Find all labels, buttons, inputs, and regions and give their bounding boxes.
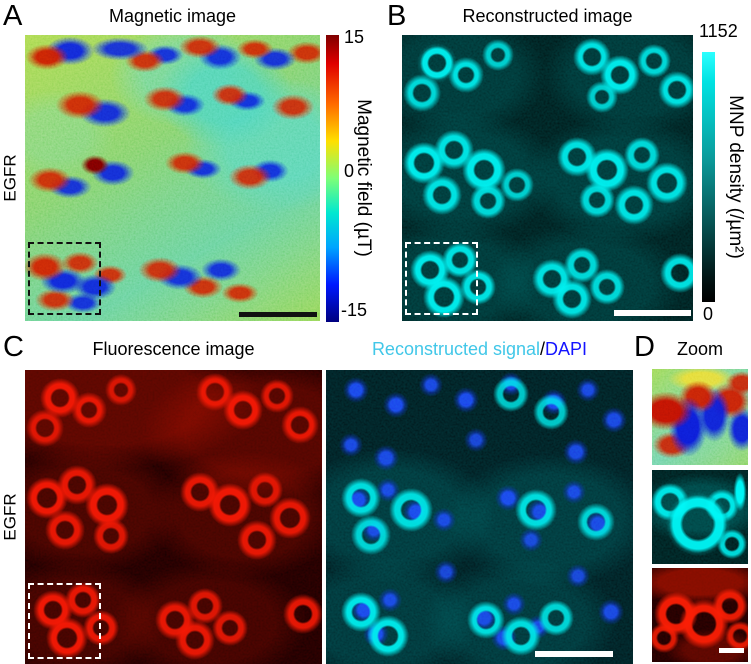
magnetic-colorbar-mid: 0 — [344, 161, 355, 181]
magnetic-colorbar-min: -15 — [341, 300, 368, 320]
panel-b-label: B — [387, 0, 407, 32]
magnetic-roi-box — [28, 242, 101, 315]
zoom-scale-bar — [719, 648, 744, 653]
mnp-colorbar — [702, 52, 715, 302]
mnp-colorbar-min: 0 — [703, 304, 714, 324]
panel-a-label: A — [3, 0, 23, 32]
panel-c-label: C — [3, 331, 24, 363]
reconstructed-roi-box — [405, 242, 478, 315]
zoom-magnetic-image — [652, 369, 748, 465]
magnetic-scale-bar — [239, 312, 317, 317]
noise-texture — [652, 369, 748, 465]
panel-d-title: Zoom — [676, 339, 723, 359]
reconstructed-dapi-overlay-image — [326, 370, 633, 664]
panel-c-left-title: Fluorescence image — [92, 339, 255, 359]
noise-texture — [326, 370, 633, 664]
magnetic-colorbar-max: 15 — [344, 27, 365, 47]
reconstructed-image — [402, 35, 693, 321]
magnetic-image — [25, 35, 320, 321]
fluorescence-image — [25, 370, 322, 664]
panel-c-right-title: Reconstructed signal/DAPI — [326, 337, 633, 361]
panel-c-row-label: EGFR — [0, 493, 20, 541]
reconstructed-signal-title-part: Reconstructed signal — [371, 339, 541, 359]
panel-a-title: Magnetic image — [108, 6, 237, 26]
reconstructed-scale-bar — [614, 310, 691, 316]
zoom-fluorescence-image — [652, 568, 748, 662]
magnetic-colorbar-axis-label: Magnetic field (µT) — [353, 99, 374, 257]
magnetic-colorbar — [326, 35, 339, 322]
overlay-scale-bar — [535, 651, 613, 657]
mnp-colorbar-axis-label: MNP density (/µm²) — [725, 95, 746, 259]
zoom-reconstructed-image — [652, 470, 748, 564]
panel-d-label: D — [634, 331, 655, 363]
noise-texture — [652, 470, 748, 564]
dapi-title-part: DAPI — [545, 339, 588, 359]
title-separator: / — [540, 339, 546, 359]
panel-a-row-label: EGFR — [0, 154, 20, 202]
panel-b-title: Reconstructed image — [462, 6, 633, 26]
fluorescence-roi-box — [28, 583, 101, 659]
mnp-colorbar-max: 1152 — [699, 21, 738, 41]
